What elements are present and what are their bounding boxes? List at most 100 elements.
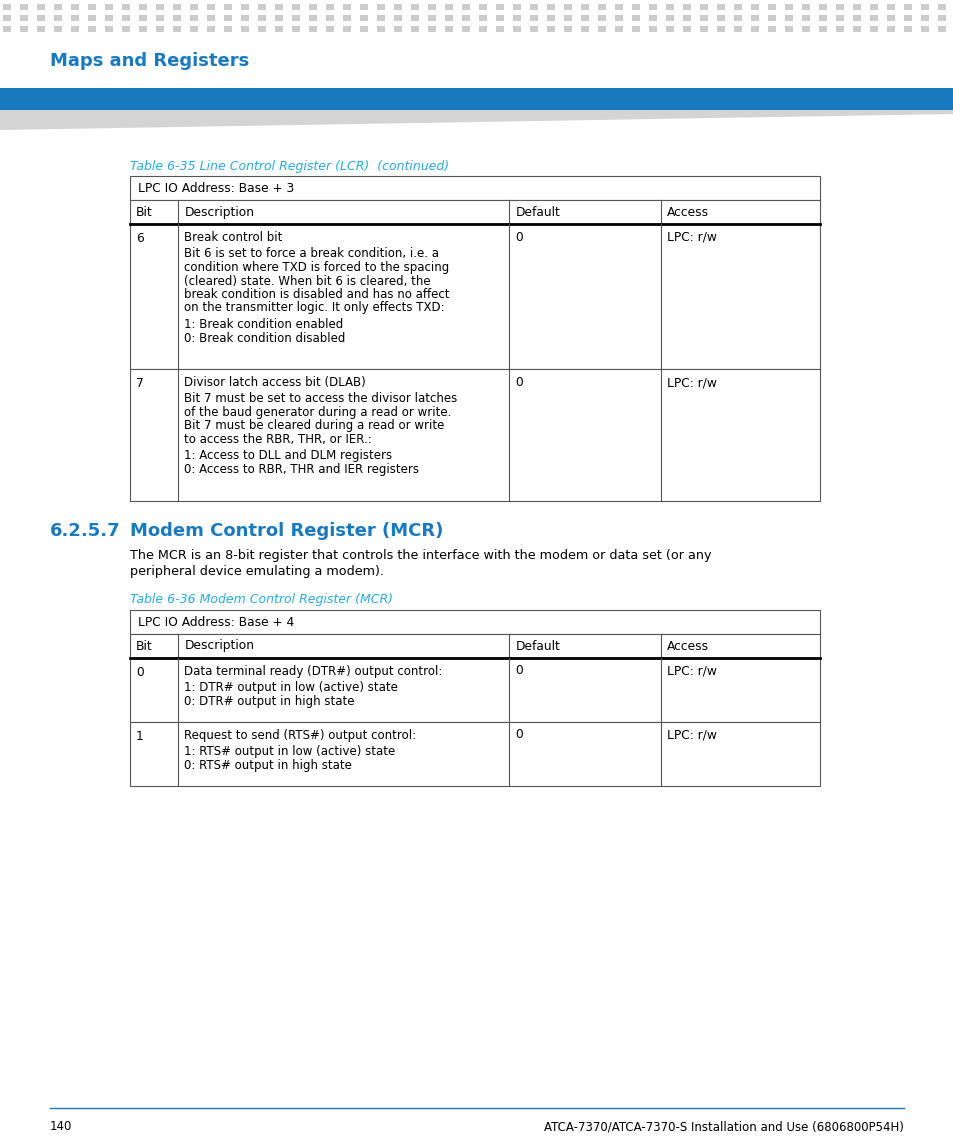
- Text: Modem Control Register (MCR): Modem Control Register (MCR): [130, 522, 443, 540]
- Bar: [130, 200, 820, 224]
- Bar: [190, 15, 198, 21]
- Bar: [257, 15, 266, 21]
- Bar: [326, 26, 334, 32]
- Bar: [750, 15, 759, 21]
- Bar: [461, 15, 470, 21]
- Bar: [937, 26, 945, 32]
- Text: LPC IO Address: Base + 3: LPC IO Address: Base + 3: [138, 182, 294, 195]
- Bar: [852, 26, 861, 32]
- Bar: [546, 26, 555, 32]
- Bar: [376, 15, 385, 21]
- Bar: [598, 15, 605, 21]
- Bar: [411, 3, 418, 10]
- Bar: [130, 657, 820, 721]
- Bar: [835, 3, 843, 10]
- Bar: [130, 721, 820, 785]
- Bar: [190, 26, 198, 32]
- Bar: [309, 3, 316, 10]
- Bar: [428, 15, 436, 21]
- Text: Maps and Registers: Maps and Registers: [50, 52, 249, 70]
- Text: (cleared) state. When bit 6 is cleared, the: (cleared) state. When bit 6 is cleared, …: [184, 275, 431, 287]
- Bar: [801, 15, 809, 21]
- Text: break condition is disabled and has no affect: break condition is disabled and has no a…: [184, 289, 449, 301]
- Bar: [903, 26, 911, 32]
- Bar: [886, 3, 894, 10]
- Bar: [292, 26, 299, 32]
- Text: 0: 0: [515, 376, 522, 389]
- Text: condition where TXD is forced to the spacing: condition where TXD is forced to the spa…: [184, 261, 449, 274]
- Bar: [869, 3, 877, 10]
- Bar: [648, 15, 657, 21]
- Bar: [224, 3, 232, 10]
- Bar: [598, 26, 605, 32]
- Bar: [54, 15, 62, 21]
- Bar: [444, 3, 453, 10]
- Bar: [700, 3, 707, 10]
- Text: of the baud generator during a read or write.: of the baud generator during a read or w…: [184, 406, 451, 419]
- Bar: [224, 15, 232, 21]
- Bar: [394, 26, 401, 32]
- Text: to access the RBR, THR, or IER.:: to access the RBR, THR, or IER.:: [184, 433, 372, 447]
- Bar: [130, 609, 820, 633]
- Text: 0: 0: [515, 664, 522, 678]
- Text: Data terminal ready (DTR#) output control:: Data terminal ready (DTR#) output contro…: [184, 664, 442, 678]
- Bar: [20, 15, 28, 21]
- Bar: [71, 15, 79, 21]
- Text: 0: DTR# output in high state: 0: DTR# output in high state: [184, 695, 355, 708]
- Bar: [920, 15, 928, 21]
- Bar: [615, 15, 622, 21]
- Bar: [130, 369, 820, 500]
- Bar: [326, 15, 334, 21]
- Bar: [784, 26, 792, 32]
- Text: 1: DTR# output in low (active) state: 1: DTR# output in low (active) state: [184, 681, 397, 694]
- Bar: [411, 15, 418, 21]
- Text: 0: RTS# output in high state: 0: RTS# output in high state: [184, 758, 352, 772]
- Bar: [156, 3, 164, 10]
- Bar: [580, 15, 588, 21]
- Bar: [292, 15, 299, 21]
- Bar: [648, 3, 657, 10]
- Bar: [733, 26, 741, 32]
- Bar: [105, 3, 112, 10]
- Text: Table 6-36 Modem Control Register (MCR): Table 6-36 Modem Control Register (MCR): [130, 593, 393, 607]
- Bar: [105, 26, 112, 32]
- Text: Bit 7 must be cleared during a read or write: Bit 7 must be cleared during a read or w…: [184, 419, 444, 433]
- Bar: [478, 15, 486, 21]
- Text: 7: 7: [136, 377, 144, 390]
- Bar: [88, 26, 96, 32]
- Bar: [546, 3, 555, 10]
- Bar: [292, 3, 299, 10]
- Bar: [563, 15, 572, 21]
- Text: 0: 0: [515, 231, 522, 244]
- Text: Table 6-35 Line Control Register (LCR)  (continued): Table 6-35 Line Control Register (LCR) (…: [130, 160, 449, 173]
- Bar: [241, 26, 249, 32]
- Bar: [343, 26, 351, 32]
- Bar: [615, 26, 622, 32]
- Bar: [530, 15, 537, 21]
- Bar: [444, 26, 453, 32]
- Bar: [615, 3, 622, 10]
- Bar: [869, 15, 877, 21]
- Bar: [88, 15, 96, 21]
- Bar: [172, 15, 181, 21]
- Bar: [444, 15, 453, 21]
- Bar: [224, 26, 232, 32]
- Bar: [139, 26, 147, 32]
- Bar: [461, 3, 470, 10]
- Bar: [0, 88, 953, 110]
- Bar: [717, 3, 724, 10]
- Bar: [54, 3, 62, 10]
- Bar: [37, 15, 45, 21]
- Bar: [3, 15, 11, 21]
- Text: LPC: r/w: LPC: r/w: [666, 376, 717, 389]
- Text: 0: Access to RBR, THR and IER registers: 0: Access to RBR, THR and IER registers: [184, 463, 419, 476]
- Text: LPC: r/w: LPC: r/w: [666, 664, 717, 678]
- Bar: [496, 3, 503, 10]
- Bar: [411, 26, 418, 32]
- Bar: [648, 26, 657, 32]
- Bar: [513, 15, 520, 21]
- Bar: [530, 3, 537, 10]
- Text: Access: Access: [666, 640, 709, 653]
- Bar: [733, 15, 741, 21]
- Bar: [122, 3, 130, 10]
